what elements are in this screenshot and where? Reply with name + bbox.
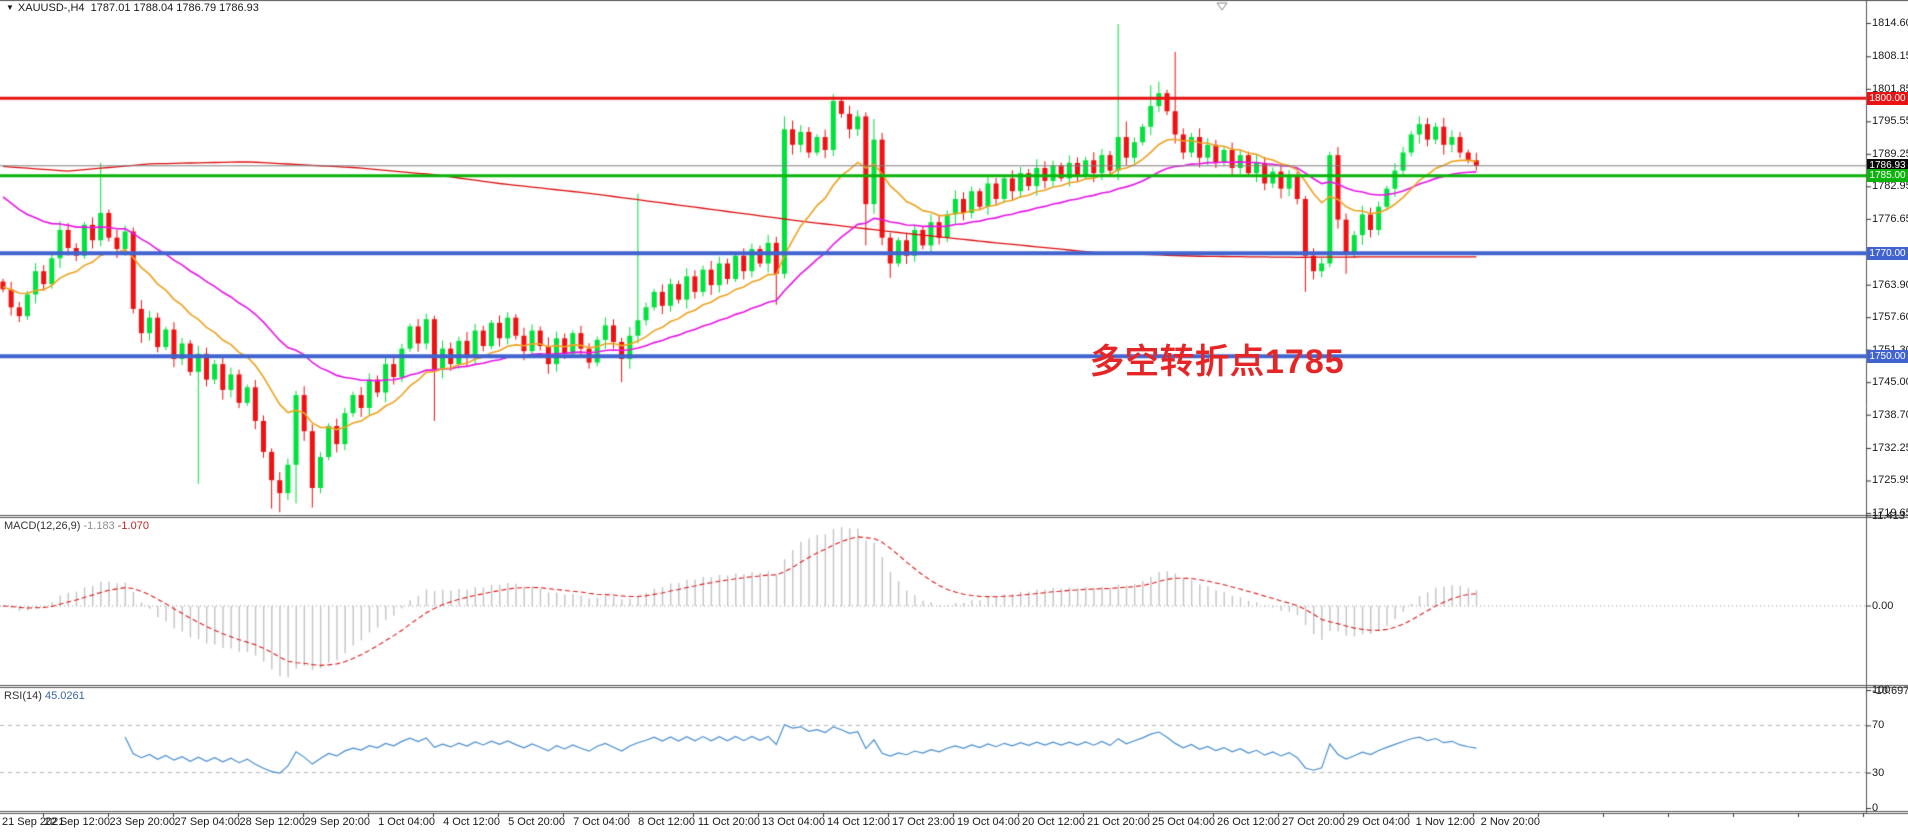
rsi-legend: RSI(14) 45.0261 <box>4 690 85 702</box>
price-axis-label: 1789.25 <box>1872 147 1908 160</box>
chart-dropdown-icon[interactable]: ▼ <box>6 3 14 12</box>
symbol-period-label: XAUUSD-,H4 <box>17 2 85 14</box>
price-axis-label: 1738.70 <box>1872 408 1908 421</box>
date-label: 27 Oct 20:00 <box>1282 816 1345 828</box>
date-label: 21 Sep 2021 <box>2 816 65 828</box>
price-axis-label: 1782.95 <box>1872 180 1908 193</box>
date-label: 26 Oct 12:00 <box>1217 816 1280 828</box>
macd-main-value: -1.183 <box>83 520 115 532</box>
price-badge-1750.00: 1750.00 <box>1867 349 1908 363</box>
price-axis-label: 1719.65 <box>1872 506 1908 519</box>
date-label: 1 Oct 04:00 <box>378 816 435 828</box>
symbol-title[interactable]: ▼ XAUUSD-,H4 1787.01 1788.04 1786.79 1786… <box>6 2 259 14</box>
price-badge-1800.00: 1800.00 <box>1867 91 1908 105</box>
rsi-axis-label: 100 <box>1872 684 1891 696</box>
date-label: 2 Nov 20:00 <box>1480 816 1540 828</box>
price-axis-label: 1745.00 <box>1872 376 1908 389</box>
date-label: 28 Sep 12:00 <box>239 816 305 828</box>
price-axis-label: 1808.15 <box>1872 50 1908 63</box>
date-label: 7 Oct 04:00 <box>573 816 630 828</box>
macd-legend: MACD(12,26,9) -1.183 -1.070 <box>4 520 149 532</box>
date-label: 27 Sep 04:00 <box>174 816 240 828</box>
date-label: 11 Oct 20:00 <box>697 816 760 828</box>
rsi-axis-label: 30 <box>1872 766 1885 779</box>
rsi-label: RSI(14) <box>4 690 42 702</box>
price-axis-label: 1757.60 <box>1872 311 1908 324</box>
price-axis-label: 1814.60 <box>1872 17 1908 29</box>
date-label: 21 Oct 20:00 <box>1087 816 1150 828</box>
macd-label: MACD(12,26,9) <box>4 520 81 532</box>
price-badge-1770.00: 1770.00 <box>1867 246 1908 260</box>
macd-axis-label: 0.00 <box>1872 600 1894 612</box>
date-label: 17 Oct 23:00 <box>892 816 955 828</box>
date-label: 13 Oct 04:00 <box>762 816 825 828</box>
date-label: 1 Nov 12:00 <box>1415 816 1475 828</box>
price-badge-1786.93: 1786.93 <box>1867 159 1908 173</box>
price-axis-label: 1801.85 <box>1872 82 1908 95</box>
rsi-axis-label: 0 <box>1872 802 1879 814</box>
rsi-value: 45.0261 <box>44 690 85 702</box>
macd-signal-value: -1.070 <box>117 520 149 532</box>
date-label: 29 Oct 04:00 <box>1347 816 1410 828</box>
annotation-text[interactable]: 多空转折点1785 <box>1090 343 1345 381</box>
macd-axis-label: -10.697 <box>1872 684 1908 697</box>
date-label: 8 Oct 12:00 <box>638 816 695 828</box>
date-label: 5 Oct 20:00 <box>508 816 565 828</box>
date-label: 20 Oct 12:00 <box>1022 816 1085 828</box>
rsi-axis-label: 70 <box>1872 719 1885 732</box>
price-axis-label: 1732.25 <box>1872 441 1908 454</box>
date-label: 4 Oct 12:00 <box>443 816 500 828</box>
date-label: 25 Oct 04:00 <box>1152 816 1215 828</box>
date-label: 23 Sep 20:00 <box>109 816 175 828</box>
date-label: 29 Sep 20:00 <box>304 816 370 828</box>
ohlc-values: 1787.01 1788.04 1786.79 1786.93 <box>90 2 259 14</box>
price-axis-label: 1725.95 <box>1872 474 1908 487</box>
date-label: 19 Oct 04:00 <box>957 816 1020 828</box>
date-label: 14 Oct 12:00 <box>827 816 890 828</box>
price-axis-label: 1776.65 <box>1872 212 1908 225</box>
macd-axis-label: 11.413 <box>1872 509 1905 522</box>
price-badge-1785.00: 1785.00 <box>1867 169 1908 183</box>
price-axis-label: 1763.90 <box>1872 278 1908 291</box>
date-label: 22 Sep 12:00 <box>44 816 110 828</box>
price-axis-label: 1795.55 <box>1872 115 1908 128</box>
